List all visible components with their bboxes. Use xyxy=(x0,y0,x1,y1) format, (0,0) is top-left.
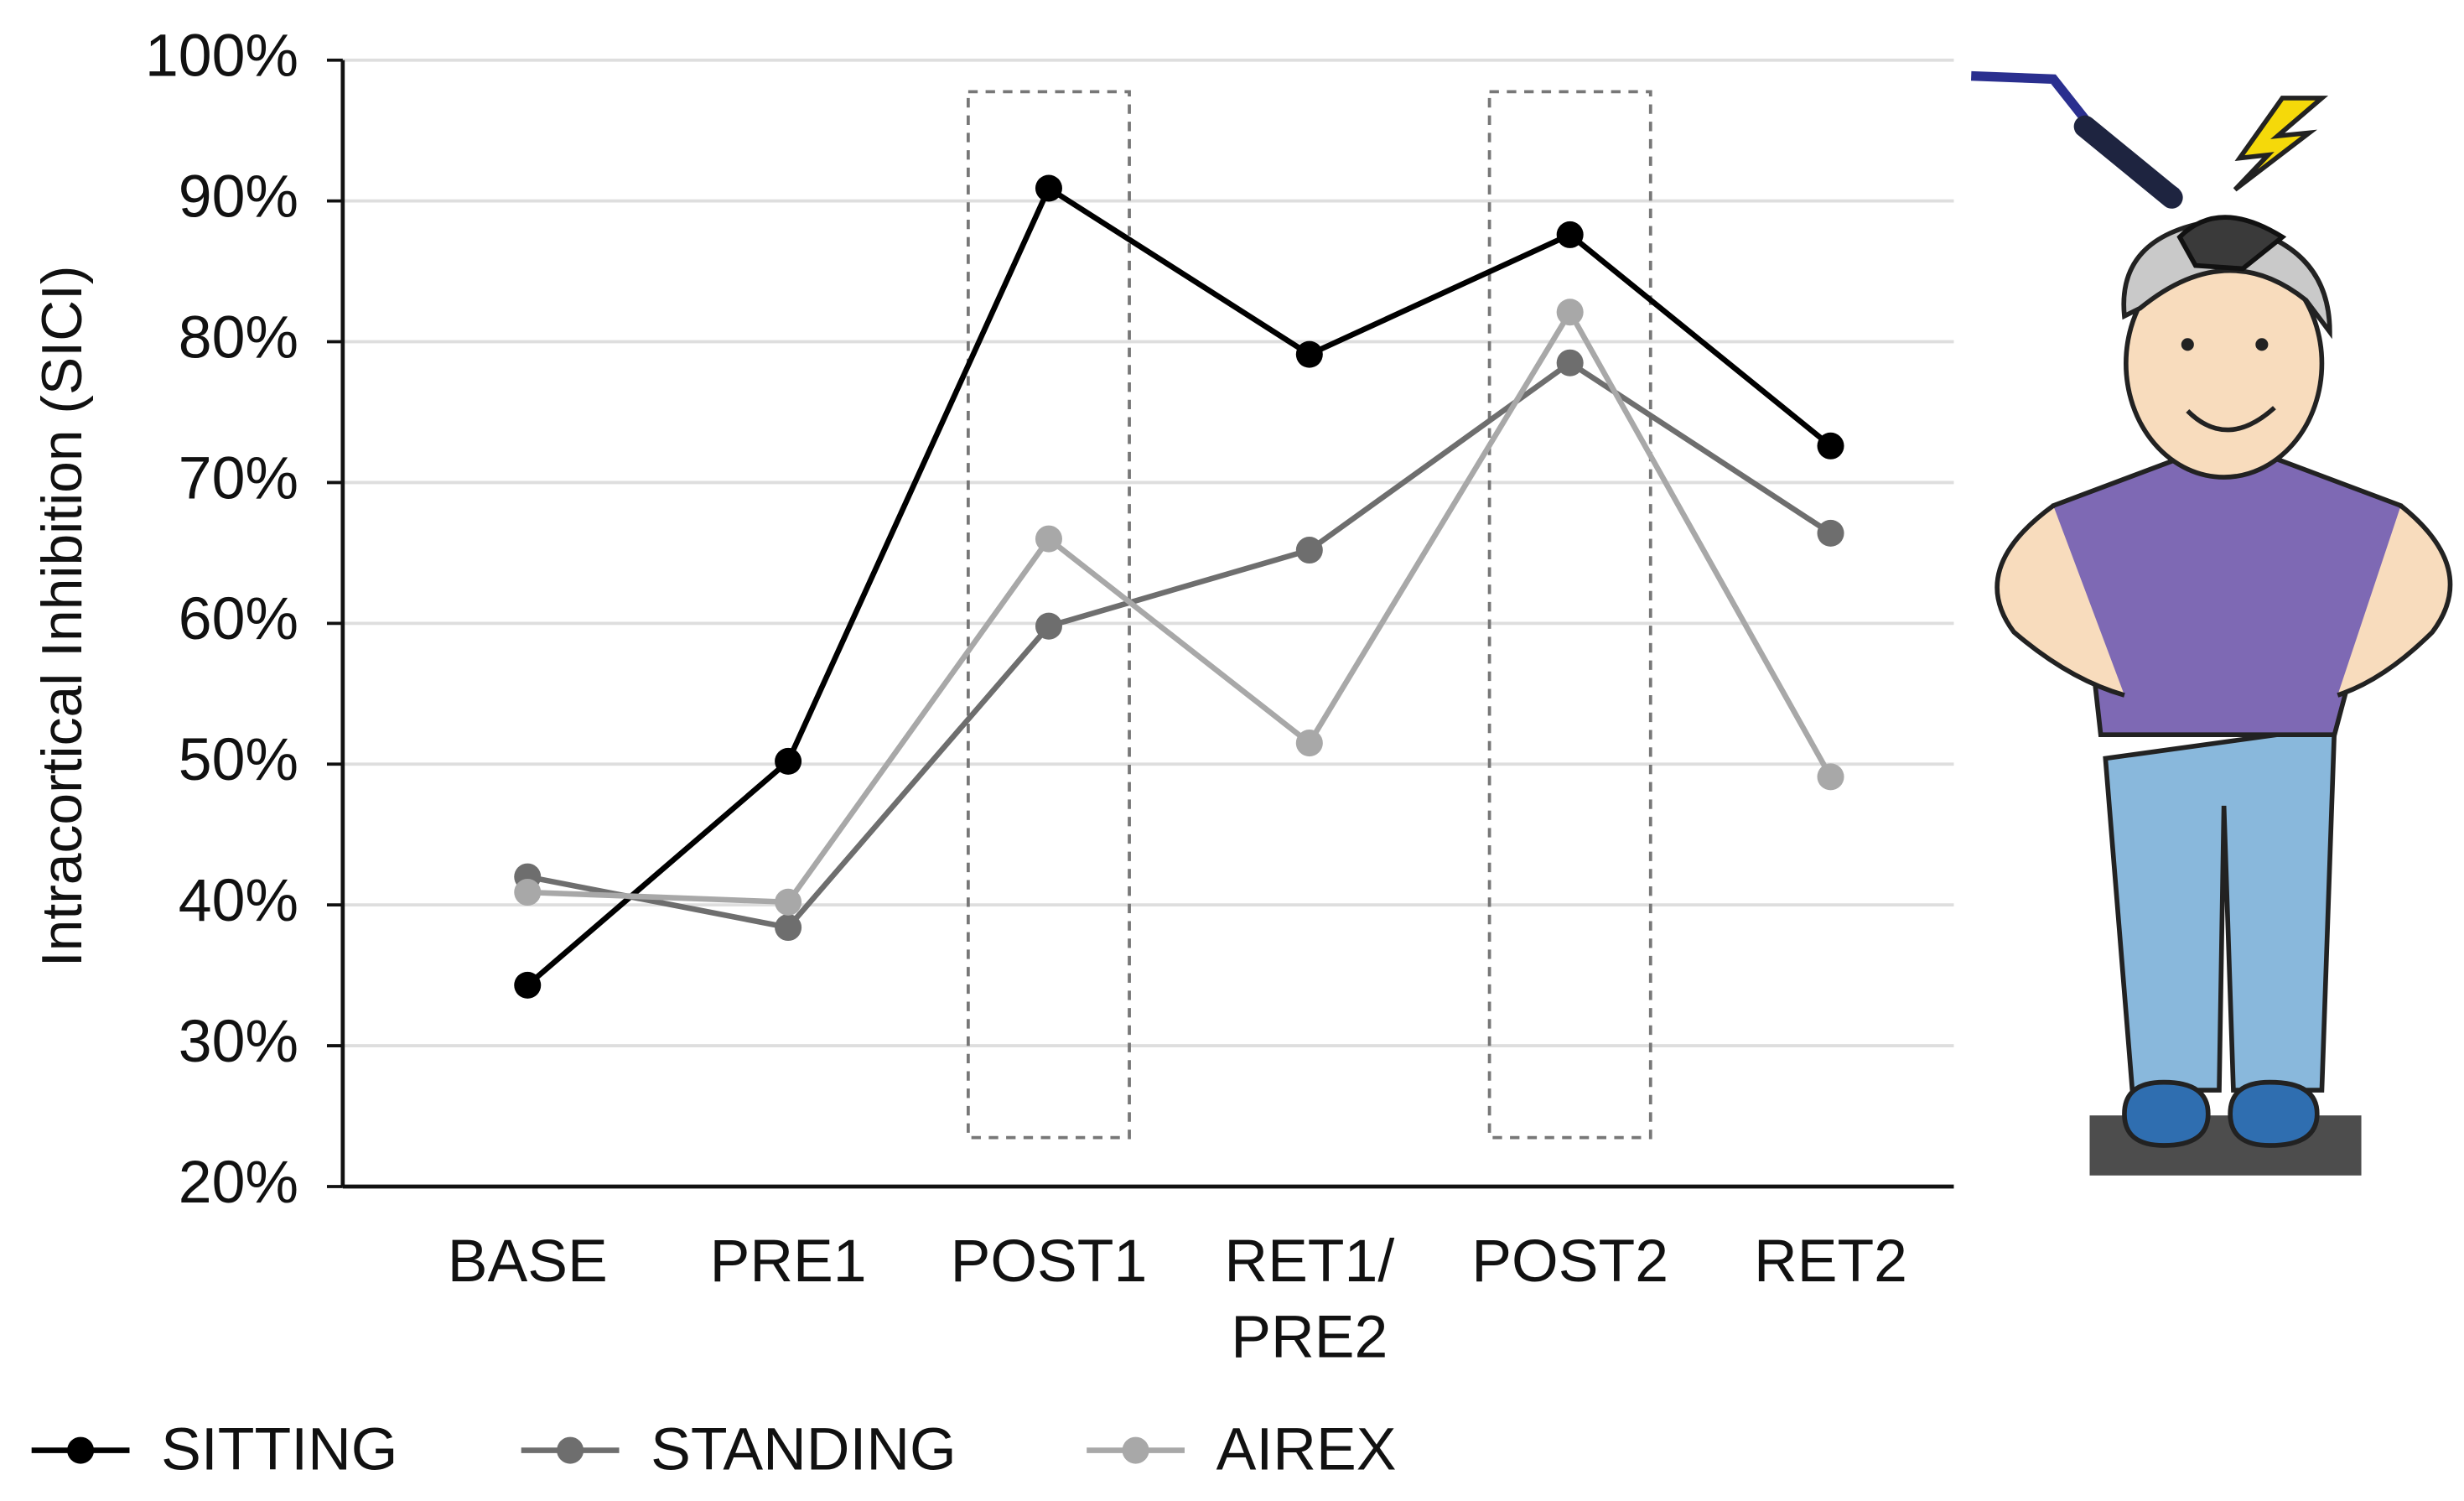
series-line xyxy=(527,306,1834,906)
data-point xyxy=(514,971,542,999)
x-tick-label: POST2 xyxy=(1471,1228,1668,1295)
y-tick-label: 90% xyxy=(179,164,298,231)
data-point xyxy=(514,879,542,906)
x-tick-label: RET2 xyxy=(1754,1228,1907,1295)
data-point xyxy=(1817,432,1844,460)
data-point xyxy=(1295,537,1323,564)
legend-marker xyxy=(1122,1436,1149,1464)
highlight-box xyxy=(966,90,1131,1140)
highlight-box xyxy=(1487,90,1652,1140)
data-point xyxy=(1035,525,1062,553)
y-tick-label: 30% xyxy=(179,1008,298,1075)
y-tick-label: 50% xyxy=(179,726,298,793)
legend-marker xyxy=(557,1436,584,1464)
data-point xyxy=(1035,612,1062,640)
data-point xyxy=(775,747,802,775)
y-tick-label: 100% xyxy=(145,23,298,90)
y-axis-label: Intracortical Inhibition (SICI) xyxy=(31,266,94,968)
data-point xyxy=(1035,174,1062,202)
legend-marker xyxy=(67,1436,95,1464)
data-point xyxy=(1817,763,1844,791)
data-point xyxy=(1556,221,1584,248)
x-tick-label: RET1/PRE2 xyxy=(1224,1228,1394,1370)
x-tick-label: BASE xyxy=(448,1228,608,1295)
legend-label: AIREX xyxy=(1216,1415,1397,1483)
x-tick-label: PRE1 xyxy=(710,1228,867,1295)
data-point xyxy=(1295,340,1323,368)
y-tick-label: 60% xyxy=(179,585,298,652)
y-tick-label: 70% xyxy=(179,444,298,512)
y-tick-label: 20% xyxy=(179,1149,298,1216)
y-tick-label: 80% xyxy=(179,304,298,371)
series-line xyxy=(526,184,1833,988)
x-tick-label: POST1 xyxy=(951,1228,1148,1295)
y-tick-label: 40% xyxy=(179,867,298,934)
data-point xyxy=(775,888,802,916)
illustration xyxy=(1970,70,2453,1176)
legend-label: SITTING xyxy=(161,1415,397,1483)
data-point xyxy=(1817,519,1844,547)
data-point xyxy=(1295,730,1323,757)
data-point xyxy=(1556,299,1584,326)
data-point xyxy=(775,914,802,942)
legend-label: STANDING xyxy=(651,1415,957,1483)
series-line xyxy=(527,359,1833,931)
data-point xyxy=(1556,349,1584,377)
